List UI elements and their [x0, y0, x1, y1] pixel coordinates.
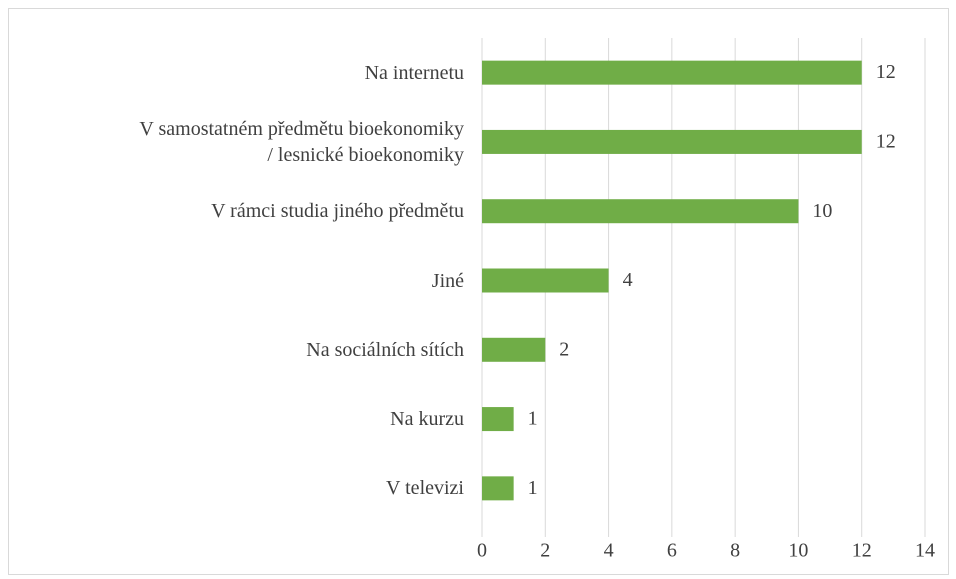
x-tick-label: 12 — [852, 540, 872, 562]
bar — [482, 129, 862, 154]
data-label: 12 — [876, 131, 896, 153]
bar — [482, 476, 514, 501]
y-tick-label: Jiné — [431, 269, 464, 292]
y-tick-label: V rámci studia jiného předmětu — [211, 200, 464, 223]
data-label: 1 — [528, 477, 538, 499]
bar — [482, 60, 862, 85]
x-tick-label: 4 — [604, 540, 614, 562]
data-label: 12 — [876, 61, 896, 83]
y-tick-label: V samostatném předmětu bioekonomiky / le… — [139, 117, 464, 166]
x-tick-label: 2 — [540, 540, 550, 562]
chart-border — [8, 8, 949, 575]
x-tick-label: 8 — [730, 540, 740, 562]
x-tick-label: 10 — [788, 540, 808, 562]
bar — [482, 407, 514, 432]
x-tick-label: 0 — [477, 540, 487, 562]
data-label: 4 — [623, 269, 633, 291]
x-tick-label: 6 — [667, 540, 677, 562]
bar — [482, 268, 609, 293]
y-tick-label: V televizi — [386, 477, 464, 500]
y-tick-label: Na internetu — [364, 61, 464, 84]
y-tick-label: Na sociálních sítích — [306, 338, 464, 361]
x-tick-label: 14 — [915, 540, 935, 562]
data-label: 2 — [559, 338, 569, 360]
y-tick-label: Na kurzu — [390, 408, 464, 431]
bar — [482, 337, 546, 362]
data-label: 1 — [528, 408, 538, 430]
bar — [482, 199, 799, 224]
data-label: 10 — [812, 200, 832, 222]
